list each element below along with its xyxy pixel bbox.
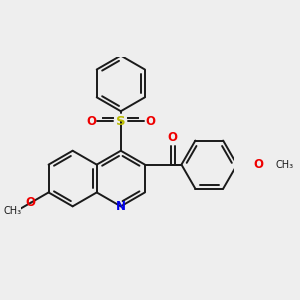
Text: O: O	[253, 158, 263, 171]
Text: O: O	[146, 115, 156, 128]
Text: O: O	[26, 196, 36, 209]
Text: CH₃: CH₃	[4, 206, 22, 217]
Text: O: O	[168, 131, 178, 144]
Text: O: O	[86, 115, 96, 128]
Text: N: N	[116, 200, 126, 213]
Text: S: S	[116, 115, 126, 128]
Text: CH₃: CH₃	[275, 160, 293, 170]
